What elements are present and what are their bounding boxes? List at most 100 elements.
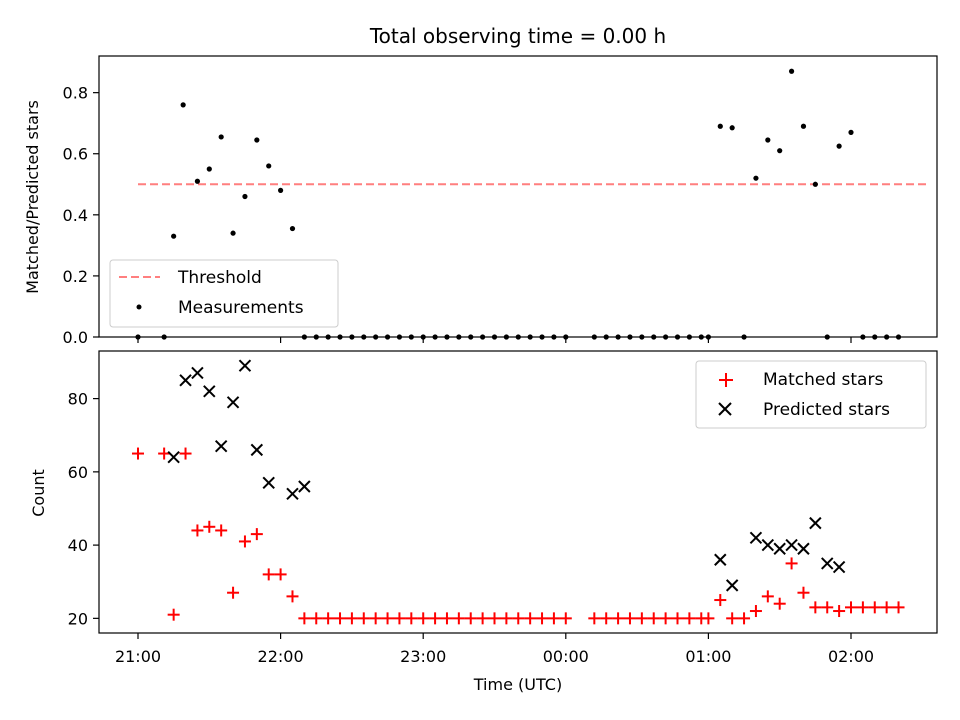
matched-star-point — [464, 612, 477, 625]
predicted-star-point — [238, 359, 252, 372]
measurement-point — [278, 187, 284, 193]
matched-star-point — [132, 447, 144, 460]
matched-star-point — [702, 612, 715, 625]
matched-star-point — [334, 612, 347, 625]
matched-star-point — [191, 524, 204, 537]
measurement-point — [266, 163, 272, 169]
count-legend-box — [695, 360, 927, 429]
predicted-star-point — [203, 385, 216, 398]
count-y-axis-label: Count — [29, 469, 48, 517]
matched-star-point — [547, 612, 560, 625]
matched-star-point — [659, 612, 672, 625]
measurement-point — [800, 123, 807, 129]
count-y-tick-label: 80 — [68, 390, 88, 409]
matched-star-point — [868, 601, 881, 614]
matched-star-point — [821, 601, 834, 614]
matched-star-point — [452, 612, 465, 625]
predicted-star-point — [725, 579, 739, 592]
predicted-star-point — [286, 487, 299, 501]
legend-predicted-swatch — [718, 402, 732, 416]
predicted-star-point — [785, 538, 798, 552]
matched-star-point — [749, 605, 762, 618]
predicted-star-point — [298, 480, 311, 493]
matched-star-point — [524, 612, 537, 625]
predicted-star-point — [226, 396, 240, 409]
matched-star-point — [357, 612, 370, 625]
ratio-y-axis-label: Matched/Predicted stars — [23, 100, 42, 294]
predicted-star-point — [167, 451, 180, 464]
matched-star-point — [845, 601, 857, 614]
legend-measurements-swatch — [136, 304, 142, 310]
matched-star-point — [647, 612, 660, 625]
ratio-y-tick-label: 0.0 — [63, 328, 88, 347]
matched-star-point — [158, 447, 171, 460]
measurement-point — [289, 225, 296, 232]
matched-star-point — [738, 612, 751, 625]
measurement-point — [230, 230, 236, 236]
legend-predicted-label: Predicted stars — [763, 400, 890, 420]
matched-star-point — [600, 612, 613, 625]
matched-star-point — [761, 590, 774, 603]
matched-star-point — [381, 612, 394, 625]
matched-star-point — [393, 612, 406, 625]
measurement-point — [729, 125, 735, 131]
ratio-legend: Threshold Measurements — [109, 259, 339, 328]
matched-star-point — [179, 447, 192, 460]
measurement-point — [765, 137, 771, 143]
matched-star-point — [417, 612, 430, 625]
matched-star-point — [440, 612, 453, 625]
matched-star-point — [476, 612, 489, 625]
matched-star-point — [671, 612, 684, 625]
matched-star-point — [809, 601, 822, 614]
x-axis-label: Time (UTC) — [473, 675, 562, 694]
matched-star-point — [369, 612, 382, 625]
predicted-star-point — [761, 538, 775, 552]
predicted-star-point — [250, 443, 264, 457]
matched-star-point — [238, 535, 251, 548]
measurement-point — [753, 175, 759, 181]
count-legend: Matched stars Predicted stars — [695, 360, 927, 429]
predicted-star-point — [749, 531, 763, 544]
ratio-y-tick-label: 0.8 — [63, 84, 88, 103]
matched-star-point — [880, 601, 893, 614]
measurement-point — [812, 181, 818, 187]
matched-star-point — [559, 612, 572, 625]
matched-star-point — [488, 612, 501, 625]
chart-title: Total observing time = 0.00 h — [369, 24, 666, 48]
measurement-point — [254, 137, 260, 143]
x-tick-label: 23:00 — [400, 647, 446, 666]
matched-star-point — [785, 557, 798, 570]
matched-star-point — [429, 612, 442, 625]
matched-star-point — [892, 601, 905, 614]
matched-star-point — [797, 586, 810, 599]
ratio-plot-frame — [98, 55, 938, 338]
x-tick-label: 01:00 — [685, 647, 731, 666]
measurement-point — [242, 193, 248, 200]
matched-star-point — [345, 612, 358, 625]
measurement-point — [171, 233, 177, 239]
matched-star-point — [635, 612, 648, 625]
matched-star-point — [773, 597, 786, 610]
matched-star-point — [726, 612, 739, 625]
measurement-point — [788, 68, 795, 74]
measurement-point — [848, 129, 854, 135]
x-tick-label: 00:00 — [543, 647, 589, 666]
predicted-star-point — [832, 560, 846, 574]
ratio-y-tick-label: 0.2 — [63, 267, 88, 286]
matched-star-point — [623, 612, 636, 625]
matched-star-point — [274, 568, 287, 581]
legend-measurements-label: Measurements — [178, 298, 304, 318]
ratio-legend-box — [109, 259, 339, 328]
measurement-point — [218, 134, 224, 140]
matched-star-point — [322, 612, 335, 625]
x-tick-label: 02:00 — [828, 647, 874, 666]
matched-star-point — [833, 605, 846, 618]
matched-star-point — [405, 612, 418, 625]
count-y-tick-label: 40 — [68, 536, 88, 555]
matched-star-point — [298, 612, 311, 625]
measurement-point — [194, 178, 201, 184]
count-y-tick-label: 60 — [68, 463, 88, 482]
predicted-star-point — [191, 366, 204, 380]
